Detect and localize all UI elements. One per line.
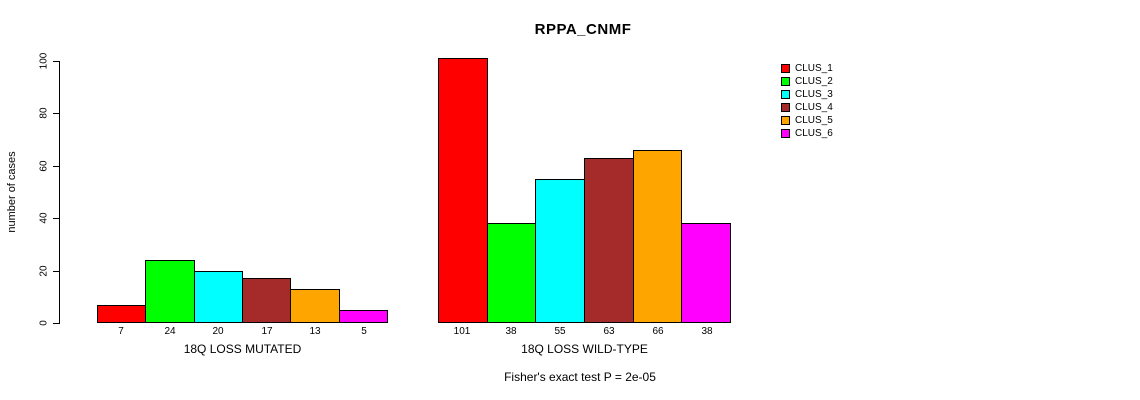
y-tick-mark [53,323,60,324]
y-axis-label: number of cases [6,151,18,233]
legend-swatch-icon [781,116,790,125]
bar-value-label: 38 [701,326,713,337]
bar-value-label: 13 [309,326,321,337]
legend-row: CLUS_2 [781,75,833,88]
legend-row: CLUS_6 [781,127,833,140]
y-tick-label: 0 [38,320,50,326]
group-label: 18Q LOSS MUTATED [183,342,302,356]
bar-clus_1 [97,305,147,323]
legend-row: CLUS_5 [781,114,833,127]
bar-value-label: 20 [212,326,224,337]
fisher-test-annotation: Fisher's exact test P = 2e-05 [504,370,656,384]
legend-label: CLUS_3 [795,89,833,100]
legend-label: CLUS_2 [795,76,833,87]
bar-value-label: 24 [164,326,176,337]
group-label: 18Q LOSS WILD-TYPE [521,342,648,356]
chart-title: RPPA_CNMF [534,21,632,38]
bar-group [97,260,388,323]
legend-swatch-icon [781,129,790,138]
legend-label: CLUS_1 [795,63,833,74]
bar-value-label: 55 [554,326,566,337]
bar-clus_2 [145,260,195,323]
bar-value-label: 63 [603,326,615,337]
bar-clus_6 [338,310,388,323]
y-tick-label: 100 [38,52,50,70]
y-tick-label: 60 [38,160,50,172]
y-tick-label: 20 [38,265,50,277]
bar-value-label: 5 [361,326,367,337]
legend-swatch-icon [781,90,790,99]
bar-value-label: 38 [505,326,517,337]
bar-clus_3 [193,271,243,323]
legend-swatch-icon [781,77,790,86]
bar-clus_4 [241,278,292,323]
bar-group [438,58,732,323]
bar-value-label: 101 [453,326,471,337]
y-tick-label: 80 [38,107,50,119]
bar-clus_3 [535,179,586,323]
bar-value-label: 17 [261,326,273,337]
legend: CLUS_1 CLUS_2 CLUS_3 CLUS_4 CLUS_5 CLUS_6 [781,62,833,140]
legend-label: CLUS_6 [795,128,833,139]
y-tick-mark [53,113,60,114]
y-tick-mark [53,271,60,272]
bar-clus_2 [486,223,537,323]
legend-swatch-icon [781,64,790,73]
legend-label: CLUS_5 [795,115,833,126]
y-tick-mark [53,61,60,62]
bar-clus_5 [632,150,683,323]
legend-row: CLUS_3 [781,88,833,101]
legend-swatch-icon [781,103,790,112]
y-tick-mark [53,218,60,219]
y-tick-label: 40 [38,212,50,224]
bar-value-label: 66 [652,326,664,337]
legend-label: CLUS_4 [795,102,833,113]
bar-clus_1 [438,58,488,323]
y-tick-mark [53,166,60,167]
bar-value-label: 7 [118,326,124,337]
bar-clus_6 [681,223,732,323]
legend-row: CLUS_4 [781,101,833,114]
bar-clus_4 [584,158,634,323]
legend-row: CLUS_1 [781,62,833,75]
y-axis-line [59,61,60,324]
bar-clus_5 [290,289,340,323]
